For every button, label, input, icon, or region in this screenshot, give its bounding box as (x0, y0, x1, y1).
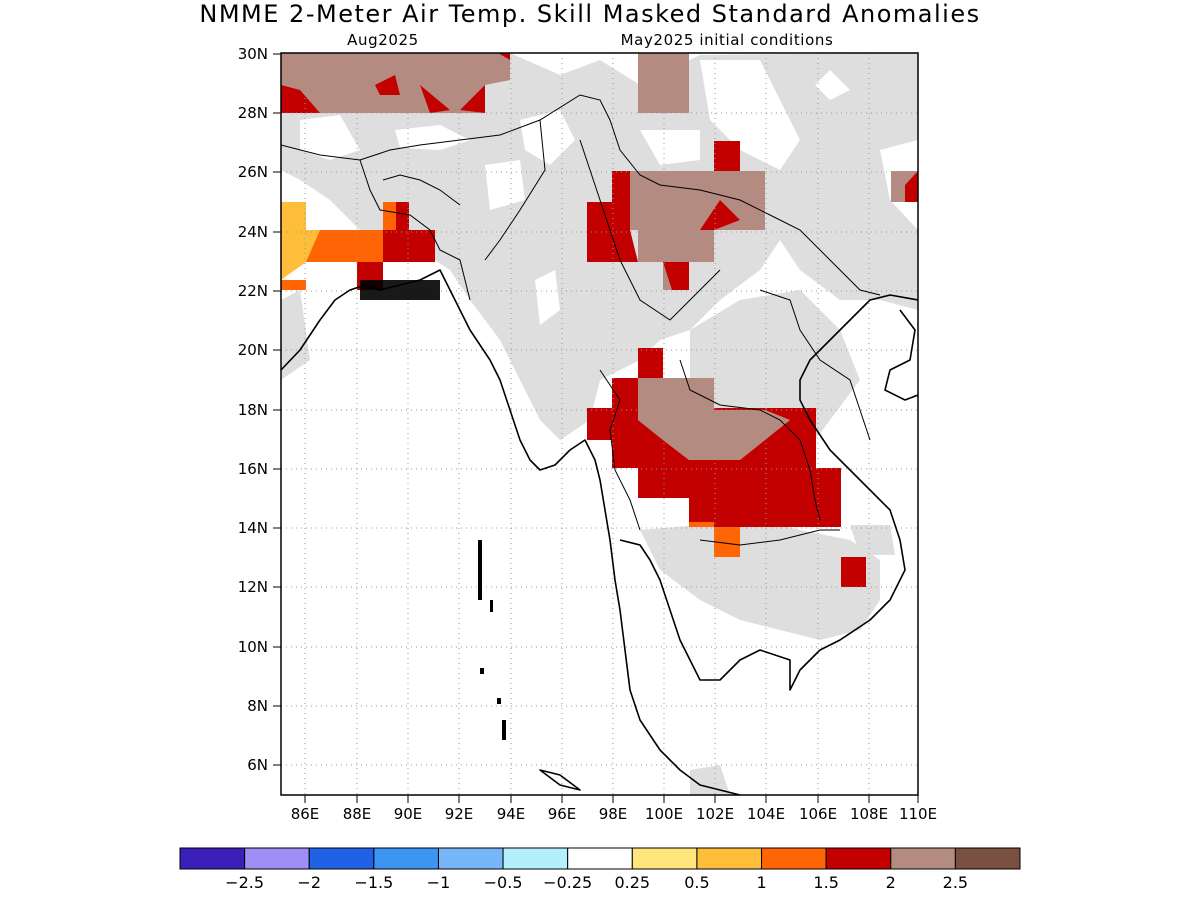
lon-label: 94E (497, 805, 526, 823)
colorbar-swatch (890, 847, 956, 870)
colorbar-swatch (631, 847, 698, 870)
lat-label: 28N (238, 104, 268, 122)
country-borders (281, 94, 881, 546)
colorbar-label: 2 (886, 873, 896, 892)
colorbar-swatch (696, 847, 763, 870)
colorbar-swatch (761, 847, 827, 870)
lon-label: 108E (850, 805, 888, 823)
longitude-labels: 86E 88E 90E 92E 94E 96E 98E 100E 102E 10… (291, 805, 937, 823)
lat-label: 18N (238, 401, 268, 419)
colorbar-label: −1.5 (354, 873, 393, 892)
colorbar-swatch (308, 847, 375, 870)
lat-label: 22N (238, 282, 268, 300)
lat-label: 8N (247, 697, 268, 715)
red-anomaly-regions (281, 53, 918, 587)
lon-label: 106E (799, 805, 837, 823)
colorbar-swatch (179, 847, 246, 870)
lon-label: 88E (343, 805, 372, 823)
colorbar-swatch (437, 847, 504, 870)
lat-label: 26N (238, 163, 268, 181)
lon-label: 110E (899, 805, 937, 823)
gridlines (281, 53, 918, 795)
colorbar-swatch (954, 847, 1021, 870)
colorbar-label: −2 (297, 873, 321, 892)
map-area (281, 53, 918, 795)
islands (360, 280, 506, 740)
gold-anomaly-regions (281, 202, 320, 280)
colorbar-label: 0.25 (614, 873, 650, 892)
lat-label: 6N (247, 756, 268, 774)
lon-label: 96E (548, 805, 577, 823)
lat-label: 20N (238, 341, 268, 359)
lon-label: 102E (696, 805, 734, 823)
lon-label: 100E (645, 805, 683, 823)
map-frame (280, 52, 919, 796)
latitude-labels: 30N 28N 26N 24N 22N 20N 18N 16N 14N 12N … (238, 45, 268, 774)
colorbar: −2.5 −2 −1.5 −1 −0.5 −0.25 0.25 0.5 1 1.5 2 2.5 (179, 847, 1021, 892)
lon-label: 90E (394, 805, 423, 823)
lat-label: 14N (238, 519, 268, 537)
lat-label: 12N (238, 578, 268, 596)
colorbar-label: −0.5 (484, 873, 523, 892)
colorbar-label: −0.25 (543, 873, 592, 892)
lat-label: 30N (238, 45, 268, 63)
unmasked-holes (300, 60, 918, 325)
lat-label: 10N (238, 638, 268, 656)
initial-conditions-label: May2025 initial conditions (621, 31, 834, 49)
colorbar-label: −1 (427, 873, 451, 892)
lon-label: 86E (291, 805, 320, 823)
lon-label: 98E (599, 805, 628, 823)
lon-label: 104E (747, 805, 785, 823)
orange-anomaly-regions (281, 202, 740, 557)
colorbar-label: 2.5 (943, 873, 968, 892)
colorbar-swatch (567, 847, 633, 870)
colorbar-swatch (502, 847, 569, 870)
colorbar-swatch (373, 847, 439, 870)
colorbar-label: 0.5 (684, 873, 709, 892)
colorbar-label: −2.5 (225, 873, 264, 892)
colorbar-label: 1.5 (813, 873, 838, 892)
lat-label: 24N (238, 223, 268, 241)
lon-label: 92E (445, 805, 474, 823)
colorbar-swatch (244, 847, 310, 870)
colorbar-label: 1 (756, 873, 766, 892)
colorbar-swatch (825, 847, 892, 870)
lat-label: 16N (238, 460, 268, 478)
tick-marks (273, 53, 919, 803)
map-title: NMME 2-Meter Air Temp. Skill Masked Stan… (199, 0, 980, 28)
valid-month-label: Aug2025 (347, 31, 419, 49)
